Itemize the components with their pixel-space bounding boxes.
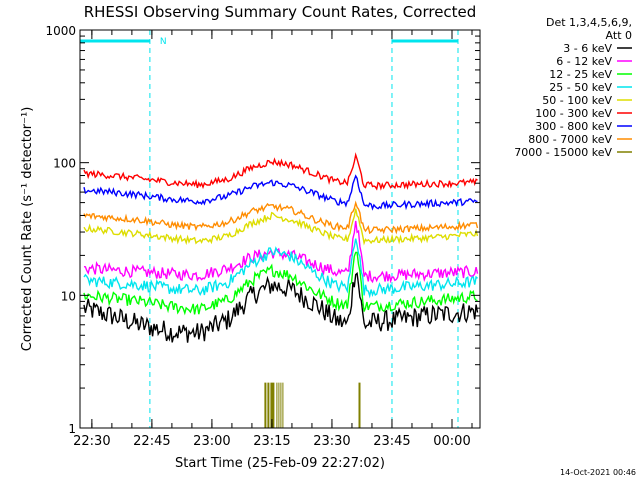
y-axis-label: Corrected Count Rate (s⁻¹ detector⁻¹) bbox=[20, 107, 35, 352]
series-line-5 bbox=[83, 152, 478, 191]
legend-label: 50 - 100 keV bbox=[542, 94, 612, 107]
legend-label: 3 - 6 keV bbox=[563, 42, 612, 55]
legend-header-line-2: Att 0 bbox=[606, 29, 632, 42]
legend-label: 100 - 300 keV bbox=[535, 107, 612, 120]
series-line-4 bbox=[83, 208, 479, 246]
chart-title: RHESSI Observing Summary Count Rates, Co… bbox=[84, 3, 477, 21]
x-tick-label: 23:30 bbox=[313, 434, 350, 449]
series-line-2 bbox=[83, 251, 478, 316]
footer-timestamp: 14-Oct-2021 00:46 bbox=[560, 468, 636, 477]
series-line-3 bbox=[83, 238, 478, 299]
x-tick-label: 00:00 bbox=[433, 434, 470, 449]
series-line-0 bbox=[83, 272, 479, 343]
series-line-8 bbox=[264, 382, 361, 428]
x-tick-label: 23:45 bbox=[373, 434, 410, 449]
series-line-7 bbox=[83, 200, 479, 235]
legend-header-line-1: Det 1,3,4,5,6,9, bbox=[546, 16, 632, 29]
y-tick-label: 10 bbox=[61, 289, 76, 303]
x-axis: 22:30 22:45 23:00 23:15 23:30 23:45 00:00 bbox=[73, 30, 473, 449]
legend-label: 300 - 800 keV bbox=[535, 120, 612, 133]
night-annotation: N bbox=[160, 37, 167, 47]
annotations: N bbox=[160, 37, 167, 47]
series-lines bbox=[83, 152, 479, 428]
legend-label: 12 - 25 keV bbox=[549, 68, 612, 81]
x-tick-label: 23:00 bbox=[193, 434, 230, 449]
legend-header: Det 1,3,4,5,6,9, Att 0 bbox=[546, 16, 632, 42]
x-tick-label: 22:45 bbox=[133, 434, 170, 449]
legend-label: 800 - 7000 keV bbox=[528, 133, 612, 146]
x-tick-label: 22:30 bbox=[73, 434, 110, 449]
y-tick-label: 100 bbox=[53, 157, 76, 171]
plot-frame bbox=[79, 29, 481, 429]
y-tick-label: 1 bbox=[68, 422, 76, 436]
legend-label: 25 - 50 keV bbox=[549, 81, 612, 94]
legend-label: 6 - 12 keV bbox=[556, 55, 612, 68]
y-tick-label: 1000 bbox=[45, 24, 76, 38]
series-line-6 bbox=[83, 174, 478, 211]
plot-area: 1 10 100 1000 22:30 22:45 23:00 23:15 23:30 23:4… bbox=[45, 24, 481, 449]
y-axis: 1 10 100 1000 bbox=[45, 24, 480, 436]
legend-label: 7000 - 15000 keV bbox=[514, 146, 612, 159]
x-axis-label: Start Time (25-Feb-09 22:27:02) bbox=[175, 456, 385, 471]
x-tick-label: 23:15 bbox=[253, 434, 290, 449]
